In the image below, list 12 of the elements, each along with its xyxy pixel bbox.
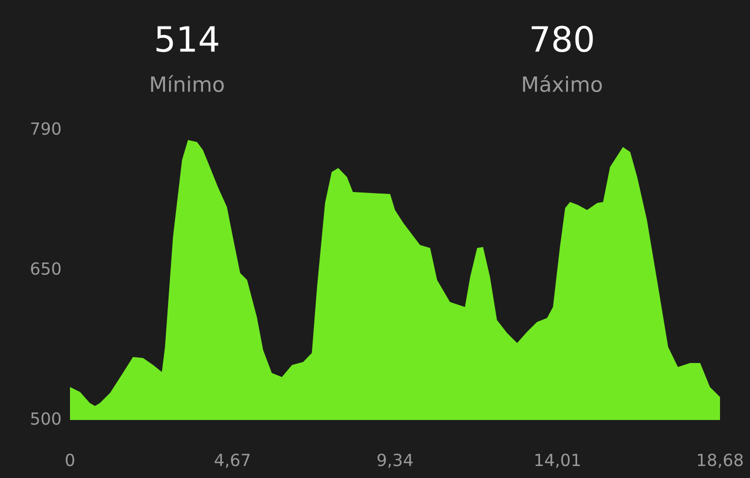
x-tick-label: 9,34 [377,454,413,468]
x-tick-label: 0 [66,454,74,466]
text: 514 [156,26,218,52]
text: Máximo [523,75,602,92]
y-tick-label: 790 [31,122,61,135]
text: 780 [532,26,593,52]
x-tick-label: 14,01 [535,454,580,468]
text: Mínimo [151,75,224,92]
y-tick-label: 500 [31,412,61,425]
y-tick-label: 650 [31,262,61,275]
x-tick-label: 4,67 [214,454,250,468]
x-tick-label: 18,68 [698,454,743,468]
